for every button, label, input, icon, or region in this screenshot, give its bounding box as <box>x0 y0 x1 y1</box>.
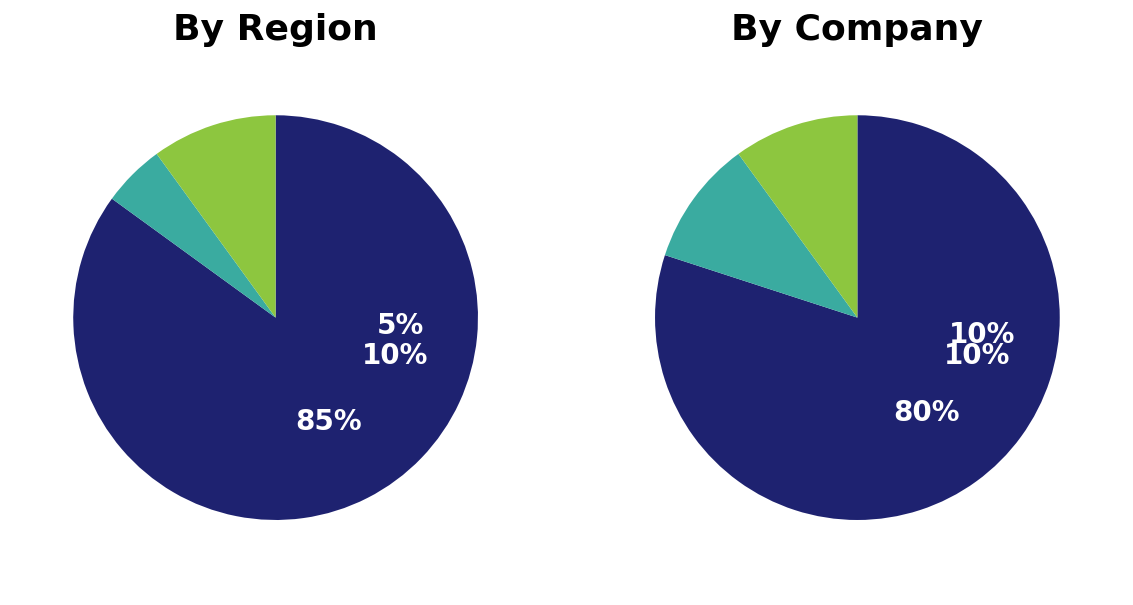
Wedge shape <box>156 116 275 318</box>
Title: By Region: By Region <box>173 13 378 47</box>
Text: 10%: 10% <box>944 342 1010 370</box>
Text: 10%: 10% <box>361 342 428 370</box>
Wedge shape <box>739 116 858 318</box>
Text: 10%: 10% <box>948 321 1015 349</box>
Text: 5%: 5% <box>377 312 425 341</box>
Title: By Company: By Company <box>732 13 983 47</box>
Wedge shape <box>665 154 858 318</box>
Text: 80%: 80% <box>893 399 960 427</box>
Wedge shape <box>655 116 1059 520</box>
Wedge shape <box>74 116 478 520</box>
Text: 85%: 85% <box>296 408 363 436</box>
Wedge shape <box>112 154 275 318</box>
